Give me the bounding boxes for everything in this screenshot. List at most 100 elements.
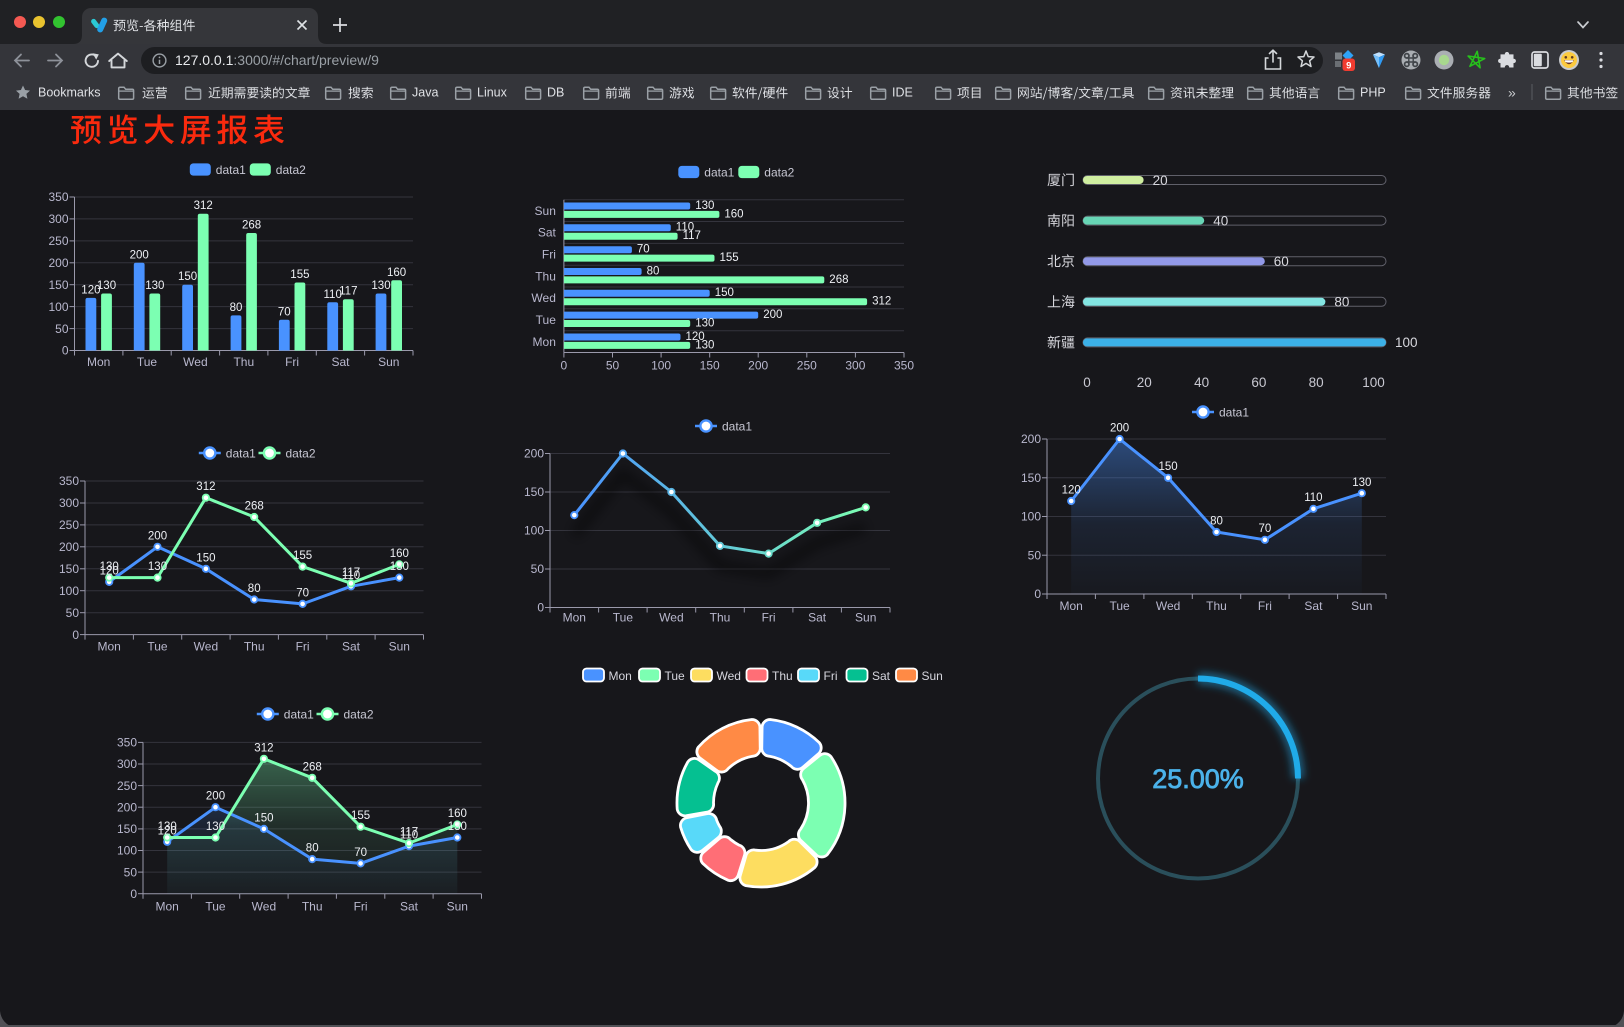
svg-text:130: 130: [371, 280, 390, 292]
svg-text:80: 80: [1309, 375, 1324, 390]
svg-text:Fri: Fri: [824, 669, 838, 683]
svg-text:Thu: Thu: [710, 611, 731, 625]
svg-text:200: 200: [1110, 423, 1129, 435]
svg-text:Mon: Mon: [156, 900, 179, 914]
svg-text:250: 250: [117, 779, 137, 793]
svg-text:Mon: Mon: [87, 355, 110, 369]
svg-text:Sat: Sat: [400, 900, 419, 914]
svg-text:100: 100: [59, 584, 79, 598]
svg-text:Thu: Thu: [233, 355, 254, 369]
svg-text:150: 150: [48, 278, 68, 292]
svg-text:80: 80: [248, 583, 261, 595]
svg-text:80: 80: [1334, 295, 1349, 310]
svg-text:20: 20: [1153, 173, 1168, 188]
svg-text:350: 350: [59, 474, 79, 488]
svg-text:Sat: Sat: [1304, 599, 1323, 613]
svg-text:130: 130: [158, 821, 177, 833]
svg-text:0: 0: [1083, 375, 1091, 390]
svg-text:150: 150: [700, 359, 720, 373]
svg-text:Wed: Wed: [1156, 599, 1180, 613]
svg-text:150: 150: [524, 485, 544, 499]
svg-text:Mon: Mon: [98, 640, 121, 654]
svg-text:120: 120: [686, 331, 705, 343]
svg-text:155: 155: [293, 550, 312, 562]
svg-text:110: 110: [1304, 492, 1322, 504]
svg-text:40: 40: [1213, 213, 1228, 228]
svg-text:250: 250: [59, 518, 79, 532]
svg-text:»: »: [1508, 85, 1516, 101]
svg-text:117: 117: [683, 230, 701, 242]
svg-text:Tue: Tue: [613, 611, 634, 625]
svg-text:data1: data1: [704, 165, 734, 179]
svg-text:Sun: Sun: [855, 611, 876, 625]
svg-text:150: 150: [1021, 471, 1041, 485]
svg-text:Sun: Sun: [447, 900, 468, 914]
svg-text:Wed: Wed: [252, 900, 276, 914]
svg-text:Sun: Sun: [922, 669, 943, 683]
svg-text:200: 200: [148, 530, 167, 542]
svg-text:Sun: Sun: [535, 204, 556, 218]
svg-text:130: 130: [100, 561, 119, 573]
svg-text:150: 150: [196, 552, 215, 564]
svg-text:268: 268: [242, 220, 261, 232]
svg-text:117: 117: [342, 567, 360, 579]
svg-text:DB: DB: [547, 86, 564, 100]
svg-text:Tue: Tue: [665, 669, 686, 683]
svg-text:50: 50: [1028, 549, 1042, 563]
svg-text:Sat: Sat: [808, 611, 827, 625]
svg-text:300: 300: [59, 496, 79, 510]
svg-text:155: 155: [351, 810, 370, 822]
svg-text:Sun: Sun: [378, 355, 399, 369]
svg-text:9: 9: [1346, 60, 1351, 71]
svg-text:130: 130: [695, 317, 714, 329]
svg-text:Tue: Tue: [536, 313, 557, 327]
svg-text:120: 120: [100, 565, 119, 577]
svg-text:100: 100: [651, 359, 671, 373]
svg-text:50: 50: [124, 865, 138, 879]
svg-text:130: 130: [390, 561, 409, 573]
svg-text:100: 100: [48, 300, 68, 314]
svg-text:350: 350: [894, 359, 914, 373]
svg-text:200: 200: [130, 249, 149, 261]
svg-text:350: 350: [48, 190, 68, 204]
svg-text:312: 312: [194, 200, 213, 212]
svg-text:0: 0: [130, 887, 137, 901]
svg-text:110: 110: [324, 289, 342, 301]
svg-text:60: 60: [1274, 254, 1289, 269]
svg-text:Thu: Thu: [302, 900, 323, 914]
svg-text:Thu: Thu: [244, 640, 265, 654]
svg-text:200: 200: [1021, 432, 1041, 446]
svg-text:268: 268: [303, 761, 322, 773]
svg-text:200: 200: [748, 359, 768, 373]
svg-text:120: 120: [158, 825, 177, 837]
svg-text:0: 0: [561, 359, 568, 373]
svg-text:160: 160: [724, 208, 743, 220]
svg-text:Bookmarks: Bookmarks: [38, 86, 101, 100]
svg-text:200: 200: [48, 256, 68, 270]
svg-text:80: 80: [306, 843, 319, 855]
svg-text:150: 150: [1159, 461, 1178, 473]
svg-text:130: 130: [206, 821, 225, 833]
svg-text:Tue: Tue: [1109, 599, 1130, 613]
svg-text:Wed: Wed: [531, 291, 555, 305]
svg-text:200: 200: [59, 540, 79, 554]
svg-text:data2: data2: [344, 707, 374, 721]
svg-text:200: 200: [117, 800, 137, 814]
svg-text:Tue: Tue: [205, 900, 226, 914]
svg-text:Wed: Wed: [183, 355, 207, 369]
svg-text:Wed: Wed: [194, 640, 218, 654]
svg-text:0: 0: [62, 344, 69, 358]
svg-text:80: 80: [647, 265, 660, 277]
svg-text:Thu: Thu: [535, 269, 556, 283]
svg-text:160: 160: [387, 267, 406, 279]
svg-text:70: 70: [278, 306, 291, 318]
svg-text:Fri: Fri: [1258, 599, 1272, 613]
svg-text:Tue: Tue: [137, 355, 158, 369]
svg-text:110: 110: [676, 222, 694, 234]
svg-text:data1: data1: [1219, 405, 1249, 419]
svg-text:Wed: Wed: [659, 611, 683, 625]
svg-text:Linux: Linux: [477, 86, 508, 100]
svg-text:0: 0: [1034, 587, 1041, 601]
svg-text:Thu: Thu: [1206, 599, 1227, 613]
svg-text:Sat: Sat: [538, 226, 557, 240]
